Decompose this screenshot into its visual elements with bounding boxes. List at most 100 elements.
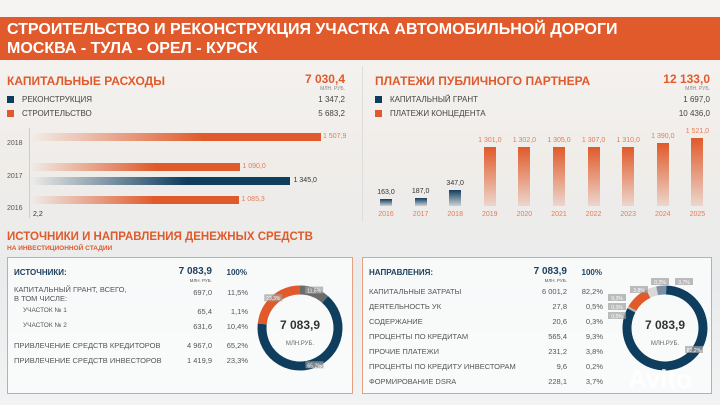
year-label: 2017 (412, 211, 429, 218)
flows-subtitle: НА ИНВЕСТИЦИОННОЙ СТАДИИ (7, 245, 113, 252)
flows-title: ИСТОЧНИКИ И НАПРАВЛЕНИЯ ДЕНЕЖНЫХ СРЕДСТВ (7, 231, 313, 243)
capex-total: 7 030,4 (304, 72, 345, 86)
row-value: 9,6 (556, 362, 567, 371)
donut-segment (628, 289, 651, 312)
bar-construction (30, 133, 322, 141)
capex-axis (29, 128, 30, 218)
bar-concedent (656, 143, 669, 206)
bar-grant (414, 197, 427, 206)
row-value: 631,6 (193, 322, 212, 331)
row-pct: 3,7% (585, 377, 603, 386)
table-row: ПРИВЛЕЧЕНИЕ СРЕДСТВ ИНВЕСТОРОВ 1 419,9 23,… (14, 356, 254, 368)
row-pct: 10,4% (226, 322, 248, 331)
donut-segment (622, 285, 708, 371)
row-label: ПРОЦЕНТЫ ПО КРЕДИТУ ИНВЕСТОРАМ (369, 362, 516, 371)
donut-label-bg (630, 286, 648, 293)
row-value: 697,0 (193, 288, 212, 297)
title-line-1: СТРОИТЕЛЬСТВО И РЕКОНСТРУКЦИЯ УЧАСТКА АВ… (7, 21, 618, 38)
sources-panel (7, 257, 353, 394)
uses-unit: МЛН. РУБ. (544, 278, 567, 283)
donut-label: 3,8% (633, 288, 645, 294)
donut-label: 65,2% (307, 363, 322, 369)
bar-construction (30, 163, 241, 171)
row-value: 4 967,0 (186, 341, 212, 350)
legend-concedent: ПЛАТЕЖИ КОНЦЕДЕНТА (375, 109, 486, 118)
legend-swatch (375, 96, 382, 103)
bar-reconstruction (30, 177, 290, 185)
row-value: 27,8 (552, 302, 567, 311)
row-pct: 11,5% (227, 288, 248, 297)
row-label: ПРИВЛЕЧЕНИЕ СРЕДСТВ КРЕДИТОРОВ (14, 341, 161, 350)
sources-header: ИСТОЧНИКИ: (14, 268, 67, 277)
payments-title: ПЛАТЕЖИ ПУБЛИЧНОГО ПАРТНЕРА (375, 74, 591, 88)
row-label: КАПИТАЛЬНЫЙ ГРАНТ, ВСЕГО, (14, 285, 127, 294)
uses-pct: 100% (581, 268, 602, 277)
bar-label: 1 305,0 (547, 137, 571, 145)
row-pct: 0,3% (585, 317, 603, 326)
year-label: 2024 (655, 211, 671, 218)
table-row: ФОРМИРОВАНИЕ DSRA 228,1 3,7% (369, 377, 609, 389)
legend-concedent-value: 10 436,0 (678, 109, 710, 118)
sources-pct: 100% (226, 268, 247, 277)
row-label: ПРОЧИЕ ПЛАТЕЖИ (369, 347, 440, 356)
year-label: 2022 (585, 211, 602, 218)
row-label: ДЕЯТЕЛЬНОСТЬ УК (369, 302, 442, 311)
bar-label: 1 301,0 (478, 137, 502, 145)
year-label: 2019 (482, 211, 498, 218)
donut-label: 11,5% (307, 289, 321, 295)
title-line-2: МОСКВА - ТУЛА - ОРЕЛ - КУРСК (7, 40, 258, 57)
row-value: 65,4 (197, 307, 212, 316)
bar-label: 347,0 (446, 180, 464, 188)
row-value: 228,1 (548, 377, 567, 386)
row-label: ПРИВЛЕЧЕНИЕ СРЕДСТВ ИНВЕСТОРОВ (14, 356, 162, 365)
table-row: КАПИТАЛЬНЫЙ ГРАНТ, ВСЕГО, В ТОМ ЧИСЛЕ: 697… (14, 285, 254, 303)
year-label: 2021 (551, 211, 567, 218)
donut-label: 0,5% (611, 314, 623, 320)
row-pct: 3,8% (585, 347, 603, 356)
row-label: УЧАСТОК № 1 (23, 307, 67, 314)
bar-grant (380, 198, 392, 206)
watermark-logo: Avito (628, 364, 693, 394)
bar-label: 1 085,3 (241, 196, 265, 203)
donut-label: 0,3% (611, 305, 623, 311)
table-row: УЧАСТОК № 2 631,6 10,4% (14, 322, 254, 334)
donut-segment (656, 285, 667, 296)
bar-label: 1 307,0 (581, 137, 606, 145)
donut-label: 9,3% (611, 296, 623, 302)
legend-swatch (7, 96, 14, 103)
payments-unit: МЛН. РУБ. (685, 86, 710, 92)
row-label: УЧАСТОК № 2 (23, 322, 67, 329)
bar-label: 2,2 (33, 211, 43, 218)
table-row: СОДЕРЖАНИЕ 20,6 0,3% (369, 317, 609, 329)
bar-label: 1 507,9 (323, 133, 347, 140)
uses-header: НАПРАВЛЕНИЯ: (369, 268, 434, 277)
payments-total: 12 133,0 (663, 72, 710, 86)
bar-label: 163,0 (377, 188, 395, 196)
table-row: ДЕЯТЕЛЬНОСТЬ УК 27,8 0,5% (369, 302, 609, 314)
title-banner: СТРОИТЕЛЬСТВО И РЕКОНСТРУКЦИЯ УЧАСТКА АВ… (0, 17, 720, 60)
donut-label-bg (608, 294, 626, 301)
legend-reconstruction: РЕКОНСТРУКЦИЯ (7, 95, 92, 104)
year-label: 2016 (7, 205, 23, 212)
row-label: СОДЕРЖАНИЕ (369, 317, 423, 326)
donut-segment (646, 286, 658, 298)
sources-total: 7 083,9 (178, 266, 212, 277)
bar-label: 1 090,0 (242, 163, 266, 170)
uses-donut-center: 7 083,9 МЛН.РУБ. (644, 318, 686, 347)
donut-label-bg (685, 346, 703, 353)
donut-label: 3,7% (678, 280, 690, 286)
row-pct: 82,2% (581, 287, 603, 296)
year-label: 2018 (447, 211, 463, 218)
table-row: КАПИТАЛЬНЫЕ ЗАТРАТЫ 6 001,2 82,2% (369, 287, 609, 299)
row-value: 6 001,2 (541, 287, 567, 296)
donut-label-bg (608, 312, 626, 319)
sources-unit: МЛН. РУБ. (189, 278, 212, 283)
year-label: 2023 (620, 211, 636, 218)
row-value: 565,4 (548, 332, 567, 341)
bar-label: 1 521,0 (685, 127, 710, 135)
donut-label-bg (264, 294, 283, 302)
capex-unit: МЛН. РУБ. (320, 86, 345, 92)
bar-concedent (518, 147, 531, 206)
year-label: 2020 (516, 211, 533, 218)
